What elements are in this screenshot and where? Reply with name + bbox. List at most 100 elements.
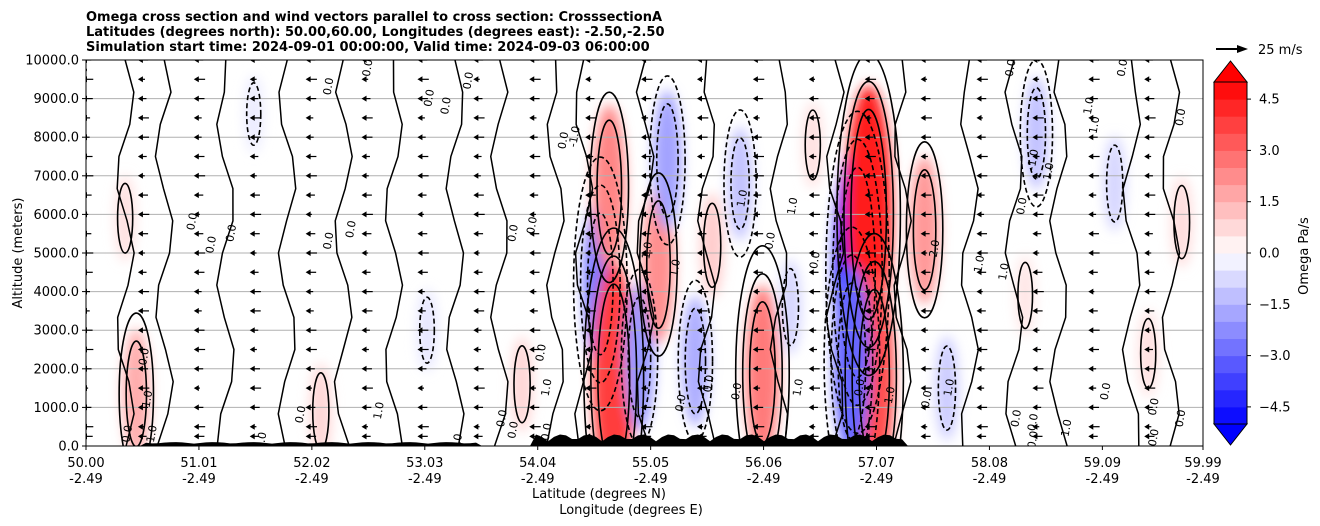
wind-vector: [641, 211, 648, 218]
wind-vector-head: [808, 307, 814, 314]
wind-vector-head: [641, 134, 647, 141]
colorbar-segment: [1214, 338, 1247, 357]
wind-vector-head: [752, 327, 758, 334]
contour-label: 1.0: [1059, 418, 1075, 437]
wind-vector-head: [808, 76, 814, 83]
wind-vector-head: [585, 60, 591, 63]
wind-vector: [1088, 385, 1097, 392]
wind-vector-head: [361, 60, 367, 63]
wind-vector-head: [696, 172, 702, 179]
wind-vector-head: [976, 95, 982, 102]
wind-vector-head: [1144, 288, 1150, 295]
wind-vector-head: [305, 250, 311, 256]
wind-vector: [417, 114, 425, 121]
wind-vector: [249, 60, 260, 63]
wind-vector-head: [641, 404, 647, 411]
wind-vector-head: [361, 172, 367, 179]
wind-vector-head: [417, 365, 423, 372]
wind-vector-head: [305, 269, 311, 276]
wind-vector: [641, 423, 653, 430]
wind-vector: [976, 327, 988, 334]
wind-vector: [361, 60, 372, 63]
wind-vector-head: [1144, 365, 1150, 372]
wind-vector-head: [585, 250, 591, 256]
wind-vector: [585, 385, 597, 392]
wind-vector: [585, 269, 595, 276]
wind-vector-head: [976, 192, 982, 199]
wind-vector-head: [193, 172, 199, 179]
wind-vector: [361, 365, 372, 372]
wind-vector-head: [473, 385, 479, 392]
wind-vector: [808, 172, 817, 179]
wind-vector-head: [137, 385, 143, 392]
wind-vector: [529, 250, 541, 256]
wind-vector: [752, 60, 764, 63]
wind-vector: [920, 288, 932, 295]
wind-vector: [808, 385, 821, 392]
wind-vector-head: [752, 385, 758, 392]
wind-vector-head: [1144, 385, 1150, 392]
wind-vector: [193, 211, 200, 218]
wind-vector: [808, 269, 819, 276]
wind-vector: [864, 114, 872, 121]
wind-vector: [137, 192, 148, 199]
wind-vector: [417, 423, 429, 430]
omega-contour: [677, 279, 714, 443]
wind-vector-head: [696, 76, 702, 83]
omega-cell: [909, 155, 940, 304]
wind-vector-head: [249, 269, 255, 276]
wind-vector: [473, 114, 485, 121]
wind-vector: [417, 404, 428, 411]
wind-vector-head: [473, 269, 479, 276]
wind-vector-head: [137, 76, 143, 83]
wind-vector-head: [864, 250, 870, 256]
wind-vector: [137, 134, 150, 141]
wind-vector-head: [920, 114, 926, 121]
wind-vector: [976, 114, 983, 121]
wind-vector-head: [1032, 153, 1038, 160]
wind-vector-head: [249, 385, 255, 392]
wind-vector-head: [193, 327, 199, 334]
wind-vector-head: [361, 95, 367, 102]
wind-vector-head: [920, 172, 926, 179]
wind-vector: [137, 288, 149, 295]
wind-vector: [193, 385, 200, 392]
wind-vector: [249, 288, 261, 295]
wind-vector-head: [1032, 423, 1038, 430]
wind-vector-head: [473, 192, 479, 199]
wind-vector: [976, 346, 988, 353]
wind-vector-head: [529, 269, 535, 276]
colorbar-tick-label: 3.0: [1259, 144, 1280, 159]
wind-vector: [808, 307, 820, 314]
omega-contour: [851, 260, 898, 446]
wind-vector: [193, 327, 205, 334]
wind-vector: [641, 385, 649, 392]
wind-vector-head: [1032, 250, 1038, 256]
wind-vector-head: [361, 433, 367, 440]
wind-vector-head: [473, 172, 479, 179]
omega-contour: [836, 60, 902, 377]
wind-vector-head: [864, 288, 870, 295]
contour-label: 0.0: [494, 409, 510, 428]
wind-vector: [193, 230, 204, 237]
wind-vector: [529, 423, 541, 430]
wind-vector-head: [920, 230, 926, 237]
x-tick-label-longitude: -2.49: [1186, 472, 1220, 487]
contour-label: 1.0: [996, 262, 1012, 281]
wind-vector-head: [249, 288, 255, 295]
wind-vector: [752, 230, 764, 237]
wind-vector: [417, 346, 429, 353]
wind-vector-head: [193, 346, 199, 353]
wind-vector-head: [864, 346, 870, 353]
wind-vector-head: [529, 95, 535, 102]
wind-vector: [976, 423, 988, 430]
wind-vector: [696, 288, 709, 295]
wind-vector: [696, 269, 707, 276]
wind-vector-head: [920, 192, 926, 199]
contour-label: 1.0: [790, 378, 806, 397]
wind-vector: [473, 153, 482, 160]
wind-vector: [641, 95, 652, 102]
wind-vector: [641, 346, 653, 353]
wind-vector: [920, 433, 931, 440]
wind-vector-head: [976, 365, 982, 372]
